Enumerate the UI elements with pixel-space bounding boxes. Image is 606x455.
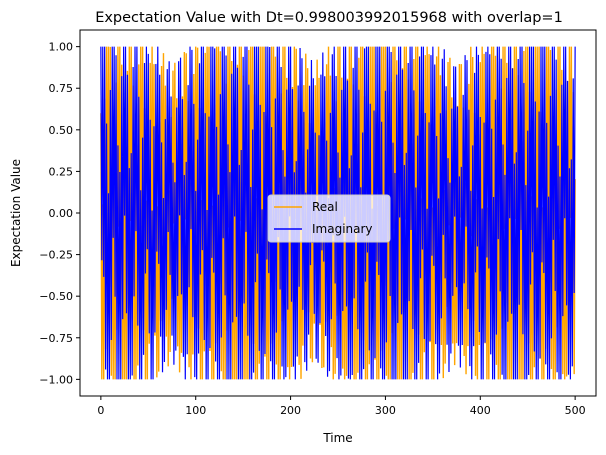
y-tick-label: 0.00: [49, 207, 74, 220]
y-tick-label: −0.50: [39, 290, 73, 303]
y-tick-label: −0.75: [39, 332, 73, 345]
y-tick-label: 0.25: [49, 165, 74, 178]
x-tick-label: 200: [280, 404, 301, 417]
x-tick-label: 300: [375, 404, 396, 417]
y-tick-label: 1.00: [49, 41, 74, 54]
y-tick-label: −1.00: [39, 373, 73, 386]
chart-title: Expectation Value with Dt=0.998003992015…: [95, 10, 563, 26]
legend-label-real: Real: [312, 200, 338, 214]
y-axis-ticks: −1.00 −0.75 −0.50 −0.25 0.00 0.25 0.50 0.75 1.00: [39, 41, 80, 386]
y-tick-label: 0.50: [49, 124, 74, 137]
y-tick-label: −0.25: [39, 249, 73, 262]
x-tick-label: 100: [185, 404, 206, 417]
x-tick-label: 400: [470, 404, 491, 417]
x-tick-label: 0: [97, 404, 104, 417]
x-axis-ticks: 0 100 200 300 400 500: [97, 396, 586, 417]
x-tick-label: 500: [565, 404, 586, 417]
legend-label-imaginary: Imaginary: [312, 222, 373, 236]
x-axis-label: Time: [322, 431, 352, 445]
series-layer: [100, 46, 576, 380]
y-axis-label: Expectation Value: [9, 159, 23, 267]
legend: Real Imaginary: [267, 194, 391, 243]
y-tick-label: 0.75: [49, 82, 74, 95]
series-line-imaginary: [100, 46, 576, 380]
